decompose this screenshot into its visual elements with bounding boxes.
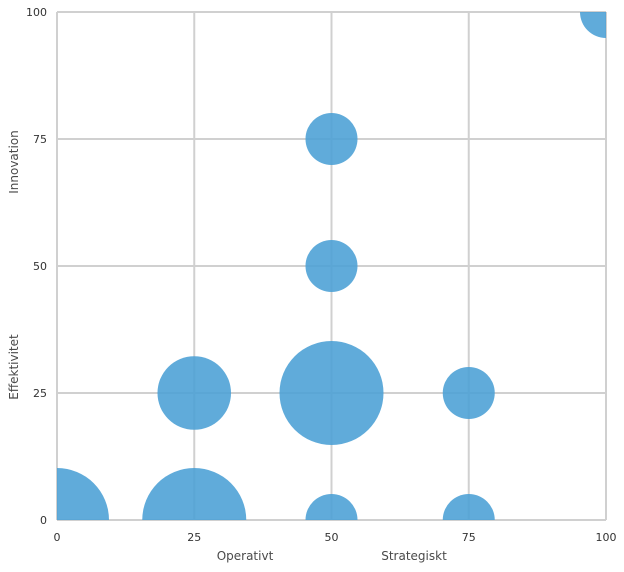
x-tick-label: 0 xyxy=(54,531,61,544)
bubble xyxy=(442,494,495,520)
y-tick-label: 0 xyxy=(40,514,47,527)
y-tick-label: 100 xyxy=(26,6,47,19)
bubble xyxy=(142,468,247,520)
bubble xyxy=(57,468,109,520)
x-axis-label-right: Strategiskt xyxy=(381,549,447,563)
x-tick-label: 25 xyxy=(187,531,201,544)
bubble xyxy=(305,240,358,292)
bubble xyxy=(442,367,495,419)
bubbles xyxy=(57,12,606,520)
x-tick-label: 50 xyxy=(325,531,339,544)
y-axis-label-top: Innovation xyxy=(7,130,21,194)
y-tick-label: 75 xyxy=(33,133,47,146)
x-tick-label: 75 xyxy=(462,531,476,544)
x-tick-label: 100 xyxy=(596,531,617,544)
y-tick-label: 50 xyxy=(33,260,47,273)
x-tick-labels: 0 25 50 75 100 xyxy=(54,531,617,544)
y-tick-labels: 0 25 50 75 100 xyxy=(26,6,47,527)
bubble xyxy=(279,341,384,445)
bubble xyxy=(305,494,358,520)
y-tick-label: 25 xyxy=(33,387,47,400)
bubble xyxy=(580,12,606,38)
bubble xyxy=(305,113,358,165)
y-axis-label-bottom: Effektivitet xyxy=(7,334,21,400)
bubble xyxy=(157,356,232,430)
x-axis-label-left: Operativt xyxy=(217,549,274,563)
